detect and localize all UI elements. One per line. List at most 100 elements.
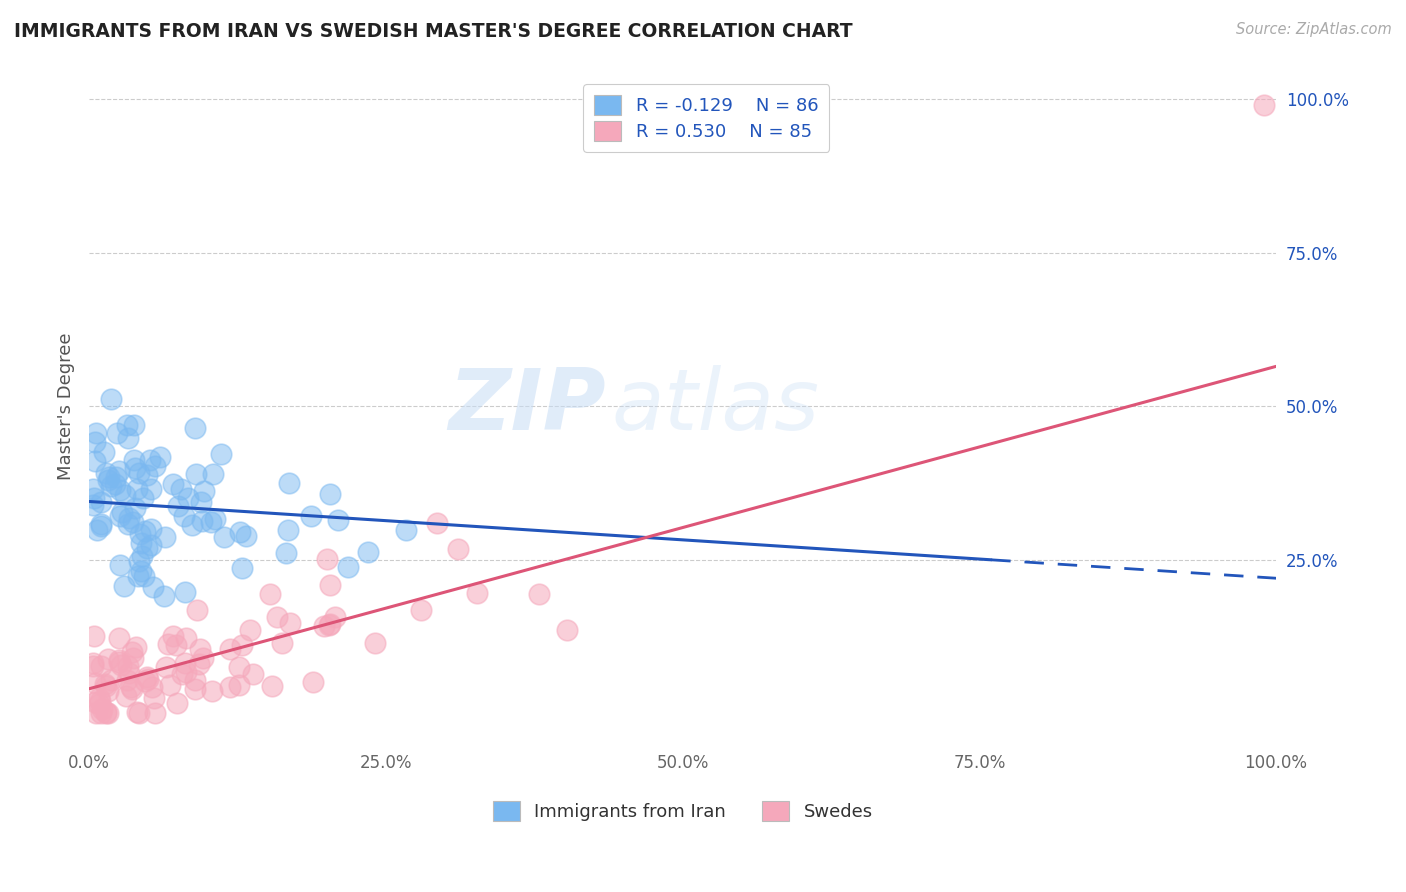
Point — [90, 519, 112, 533]
Point — [111, 505, 134, 519]
Point — [129, 527, 152, 541]
Point — [89, 690, 111, 705]
Point — [139, 522, 162, 536]
Point — [139, 453, 162, 467]
Text: atlas: atlas — [612, 365, 820, 448]
Text: IMMIGRANTS FROM IRAN VS SWEDISH MASTER'S DEGREE CORRELATION CHART: IMMIGRANTS FROM IRAN VS SWEDISH MASTER'S… — [14, 22, 852, 41]
Point — [125, 705, 148, 719]
Point — [124, 500, 146, 515]
Point — [128, 554, 150, 568]
Point — [336, 560, 359, 574]
Point — [235, 529, 257, 543]
Point — [97, 706, 120, 721]
Point — [117, 516, 139, 531]
Point — [134, 568, 156, 582]
Point — [97, 652, 120, 666]
Point — [100, 673, 122, 688]
Point — [84, 706, 107, 721]
Point — [204, 512, 226, 526]
Point — [219, 680, 242, 694]
Point — [174, 665, 197, 679]
Point — [84, 453, 107, 467]
Point — [135, 467, 157, 482]
Point — [107, 464, 129, 478]
Point — [83, 491, 105, 505]
Point — [86, 524, 108, 538]
Point — [117, 431, 139, 445]
Point — [266, 610, 288, 624]
Point — [82, 659, 104, 673]
Point — [260, 679, 283, 693]
Point — [82, 656, 104, 670]
Point — [132, 491, 155, 505]
Point — [100, 392, 122, 406]
Point — [228, 678, 250, 692]
Point — [134, 524, 156, 538]
Point — [183, 420, 205, 434]
Point — [152, 589, 174, 603]
Point — [173, 584, 195, 599]
Point — [323, 610, 346, 624]
Point — [94, 466, 117, 480]
Point — [162, 477, 184, 491]
Point — [209, 447, 232, 461]
Point — [186, 603, 208, 617]
Point — [90, 659, 112, 673]
Point — [155, 530, 177, 544]
Point — [118, 666, 141, 681]
Point — [319, 578, 342, 592]
Point — [301, 508, 323, 523]
Point — [118, 510, 141, 524]
Point — [115, 673, 138, 688]
Point — [83, 435, 105, 450]
Point — [143, 458, 166, 473]
Point — [120, 680, 142, 694]
Point — [149, 450, 172, 465]
Point — [395, 523, 418, 537]
Point — [447, 541, 470, 556]
Point — [94, 705, 117, 719]
Point — [128, 467, 150, 481]
Point — [84, 425, 107, 440]
Point — [93, 445, 115, 459]
Point — [94, 679, 117, 693]
Legend: Immigrants from Iran, Swedes: Immigrants from Iran, Swedes — [482, 790, 883, 831]
Point — [190, 495, 212, 509]
Point — [122, 418, 145, 433]
Point — [170, 666, 193, 681]
Point — [131, 549, 153, 564]
Point — [159, 678, 181, 692]
Y-axis label: Master's Degree: Master's Degree — [58, 333, 75, 480]
Point — [136, 670, 159, 684]
Point — [155, 660, 177, 674]
Point — [174, 657, 197, 671]
Text: ZIP: ZIP — [447, 365, 606, 448]
Point — [114, 488, 136, 502]
Point — [328, 512, 350, 526]
Point — [139, 482, 162, 496]
Point — [134, 674, 156, 689]
Point — [100, 478, 122, 492]
Point — [90, 706, 112, 721]
Point — [139, 538, 162, 552]
Point — [201, 467, 224, 482]
Point — [108, 558, 131, 572]
Point — [218, 641, 240, 656]
Point — [108, 653, 131, 667]
Point — [157, 637, 180, 651]
Point — [188, 642, 211, 657]
Point — [277, 476, 299, 491]
Point — [465, 585, 488, 599]
Point — [96, 706, 118, 721]
Point — [104, 477, 127, 491]
Point — [278, 615, 301, 630]
Point — [162, 629, 184, 643]
Point — [128, 706, 150, 721]
Point — [184, 467, 207, 482]
Point — [231, 638, 253, 652]
Point — [131, 564, 153, 578]
Point — [82, 498, 104, 512]
Point — [142, 580, 165, 594]
Point — [316, 552, 339, 566]
Point — [170, 482, 193, 496]
